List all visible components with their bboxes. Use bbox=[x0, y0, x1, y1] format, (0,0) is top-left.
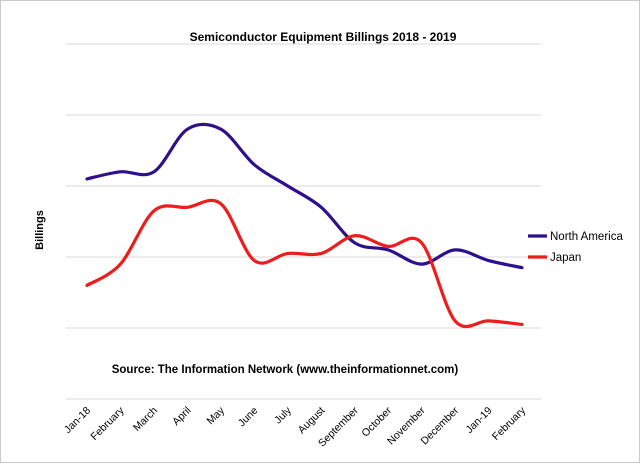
gridlines bbox=[66, 43, 541, 400]
x-tick-label: April bbox=[170, 405, 193, 428]
data-point-north-america bbox=[387, 248, 390, 251]
data-point-japan bbox=[186, 206, 189, 209]
legend: North America Japan bbox=[528, 231, 623, 264]
x-tick-label: May bbox=[204, 404, 227, 427]
series-lines bbox=[85, 122, 524, 329]
data-point-north-america bbox=[521, 266, 524, 269]
chart-title: Semiconductor Equipment Billings 2018 - … bbox=[190, 30, 457, 44]
x-tick-label: June bbox=[236, 405, 261, 430]
series-line-north-america bbox=[85, 122, 524, 270]
data-point-japan bbox=[320, 252, 323, 255]
data-point-north-america bbox=[353, 241, 356, 244]
watermark: @智通财经APP bbox=[541, 437, 625, 452]
data-point-japan bbox=[420, 241, 423, 244]
data-point-japan bbox=[387, 245, 390, 248]
data-point-north-america bbox=[253, 163, 256, 166]
source-annotation: Source: The Information Network (www.the… bbox=[112, 364, 459, 376]
x-tick-label: Jan-18 bbox=[62, 405, 93, 436]
y-axis-label: Billings bbox=[34, 210, 46, 250]
x-tick-label: February bbox=[88, 404, 127, 443]
data-point-japan bbox=[86, 284, 89, 287]
legend-label-north-america: North America bbox=[550, 231, 623, 243]
data-point-japan bbox=[454, 319, 457, 322]
data-point-north-america bbox=[487, 259, 490, 262]
data-point-north-america bbox=[219, 128, 222, 131]
data-point-north-america bbox=[454, 248, 457, 251]
x-tick-label: July bbox=[272, 404, 294, 426]
data-point-north-america bbox=[420, 263, 423, 266]
data-point-japan bbox=[152, 209, 155, 212]
data-point-north-america bbox=[320, 206, 323, 209]
x-tick-label: February bbox=[490, 404, 529, 443]
data-point-north-america bbox=[119, 170, 122, 173]
data-point-north-america bbox=[86, 177, 89, 180]
data-point-north-america bbox=[186, 128, 189, 131]
data-point-japan bbox=[353, 234, 356, 237]
data-point-japan bbox=[119, 263, 122, 266]
x-tick-label: Jan-19 bbox=[463, 405, 494, 436]
legend-label-japan: Japan bbox=[550, 252, 581, 264]
data-point-japan bbox=[521, 323, 524, 326]
data-point-japan bbox=[286, 252, 289, 255]
data-point-north-america bbox=[152, 170, 155, 173]
data-point-japan bbox=[219, 202, 222, 205]
x-tick-label: August bbox=[296, 405, 328, 437]
series-line-japan bbox=[85, 198, 524, 329]
data-point-japan bbox=[253, 259, 256, 262]
x-tick-label: March bbox=[131, 405, 160, 434]
data-point-japan bbox=[487, 319, 490, 322]
data-point-north-america bbox=[286, 185, 289, 188]
